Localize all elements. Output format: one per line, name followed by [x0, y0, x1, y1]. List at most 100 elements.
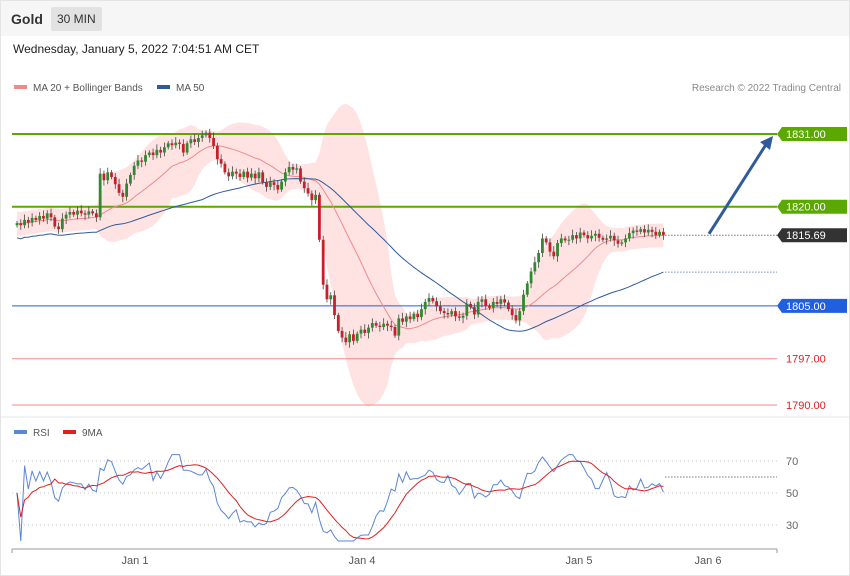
rsi-legend-swatch: [14, 430, 27, 434]
candle: [140, 157, 144, 168]
candle: [215, 142, 219, 165]
candle: [476, 296, 480, 318]
candle: [30, 213, 34, 227]
candle: [125, 178, 129, 201]
copyright-text: Research © 2022 Trading Central: [692, 83, 841, 94]
level-tag: [777, 127, 847, 141]
timeframe-button[interactable]: 30 MIN: [51, 7, 102, 31]
candle: [314, 190, 318, 204]
candle: [91, 209, 94, 216]
candle: [280, 179, 283, 192]
candle: [110, 170, 113, 180]
candle: [129, 172, 132, 186]
candle: [336, 312, 340, 334]
candle: [393, 324, 397, 338]
candle: [159, 146, 163, 158]
level-label: 1820.00: [786, 202, 826, 214]
candle: [34, 215, 38, 223]
candle: [442, 308, 446, 319]
candle: [246, 167, 249, 183]
candle: [132, 161, 136, 180]
candle: [450, 308, 454, 317]
candle: [185, 140, 189, 155]
candle: [627, 227, 631, 242]
candle: [472, 303, 476, 320]
candle: [49, 208, 53, 222]
candle: [219, 154, 223, 168]
candle: [121, 189, 125, 203]
candle: [484, 294, 488, 310]
candle: [488, 303, 491, 311]
x-tick-label: Jan 1: [122, 555, 149, 567]
candle: [582, 230, 586, 238]
level-tag: [777, 298, 847, 313]
candle: [200, 130, 204, 142]
candle: [234, 168, 238, 180]
candle: [299, 166, 302, 184]
candle: [72, 209, 76, 217]
moving-averages: [16, 145, 777, 332]
candle: [166, 140, 170, 150]
ma50-legend-swatch: [157, 85, 170, 89]
main-legend: MA 20 + Bollinger Bands MA 50: [14, 83, 205, 94]
candle: [654, 227, 658, 240]
candle: [507, 300, 510, 312]
instrument-title: Gold: [11, 11, 43, 27]
rsi-tick-label: 50: [786, 488, 798, 500]
candle: [567, 235, 571, 246]
candle: [438, 301, 442, 315]
candle: [491, 297, 495, 313]
candle: [612, 232, 616, 246]
candle: [355, 331, 359, 344]
candle: [45, 210, 49, 225]
candle: [147, 150, 151, 158]
candle: [287, 161, 291, 176]
candle: [541, 233, 544, 257]
bollinger-band-area: [17, 103, 664, 407]
candle: [208, 128, 212, 143]
candle: [144, 150, 147, 166]
candle: [533, 256, 537, 275]
candle: [503, 294, 507, 307]
candle: [310, 190, 314, 206]
candle: [197, 134, 200, 148]
candle: [661, 227, 665, 240]
candle: [469, 301, 472, 310]
candle: [19, 219, 23, 230]
candle: [276, 180, 280, 194]
candle: [370, 318, 374, 332]
candle: [518, 308, 522, 326]
candle: [590, 230, 593, 242]
candle: [571, 229, 575, 243]
candle: [238, 168, 242, 181]
candle: [344, 332, 348, 346]
candle: [136, 154, 140, 169]
candle: [401, 312, 404, 325]
candle: [204, 130, 208, 138]
candle: [68, 207, 72, 219]
candle: [268, 176, 272, 190]
candle: [340, 327, 344, 343]
candle: [609, 230, 612, 242]
candle: [480, 296, 484, 308]
candle: [412, 311, 416, 322]
candle: [352, 329, 355, 345]
level-label: 1797.00: [786, 354, 826, 366]
candle: [374, 320, 378, 328]
candle: [321, 235, 325, 290]
candle: [155, 144, 159, 159]
candle: [537, 249, 541, 268]
chart-datetime: Wednesday, January 5, 2022 7:04:51 AM CE…: [13, 42, 260, 56]
candle: [363, 324, 367, 337]
candle: [189, 135, 193, 148]
candle: [295, 163, 299, 174]
candle: [559, 233, 563, 247]
candle: [650, 226, 654, 238]
rsi-ma-legend-label: 9MA: [82, 428, 103, 439]
candle: [212, 132, 215, 150]
candle: [15, 220, 19, 228]
candle: [423, 298, 427, 315]
ma50-legend-label: MA 50: [176, 83, 205, 94]
x-tick-label: Jan 6: [695, 555, 722, 567]
ma20-legend-label: MA 20 + Bollinger Bands: [33, 83, 143, 94]
